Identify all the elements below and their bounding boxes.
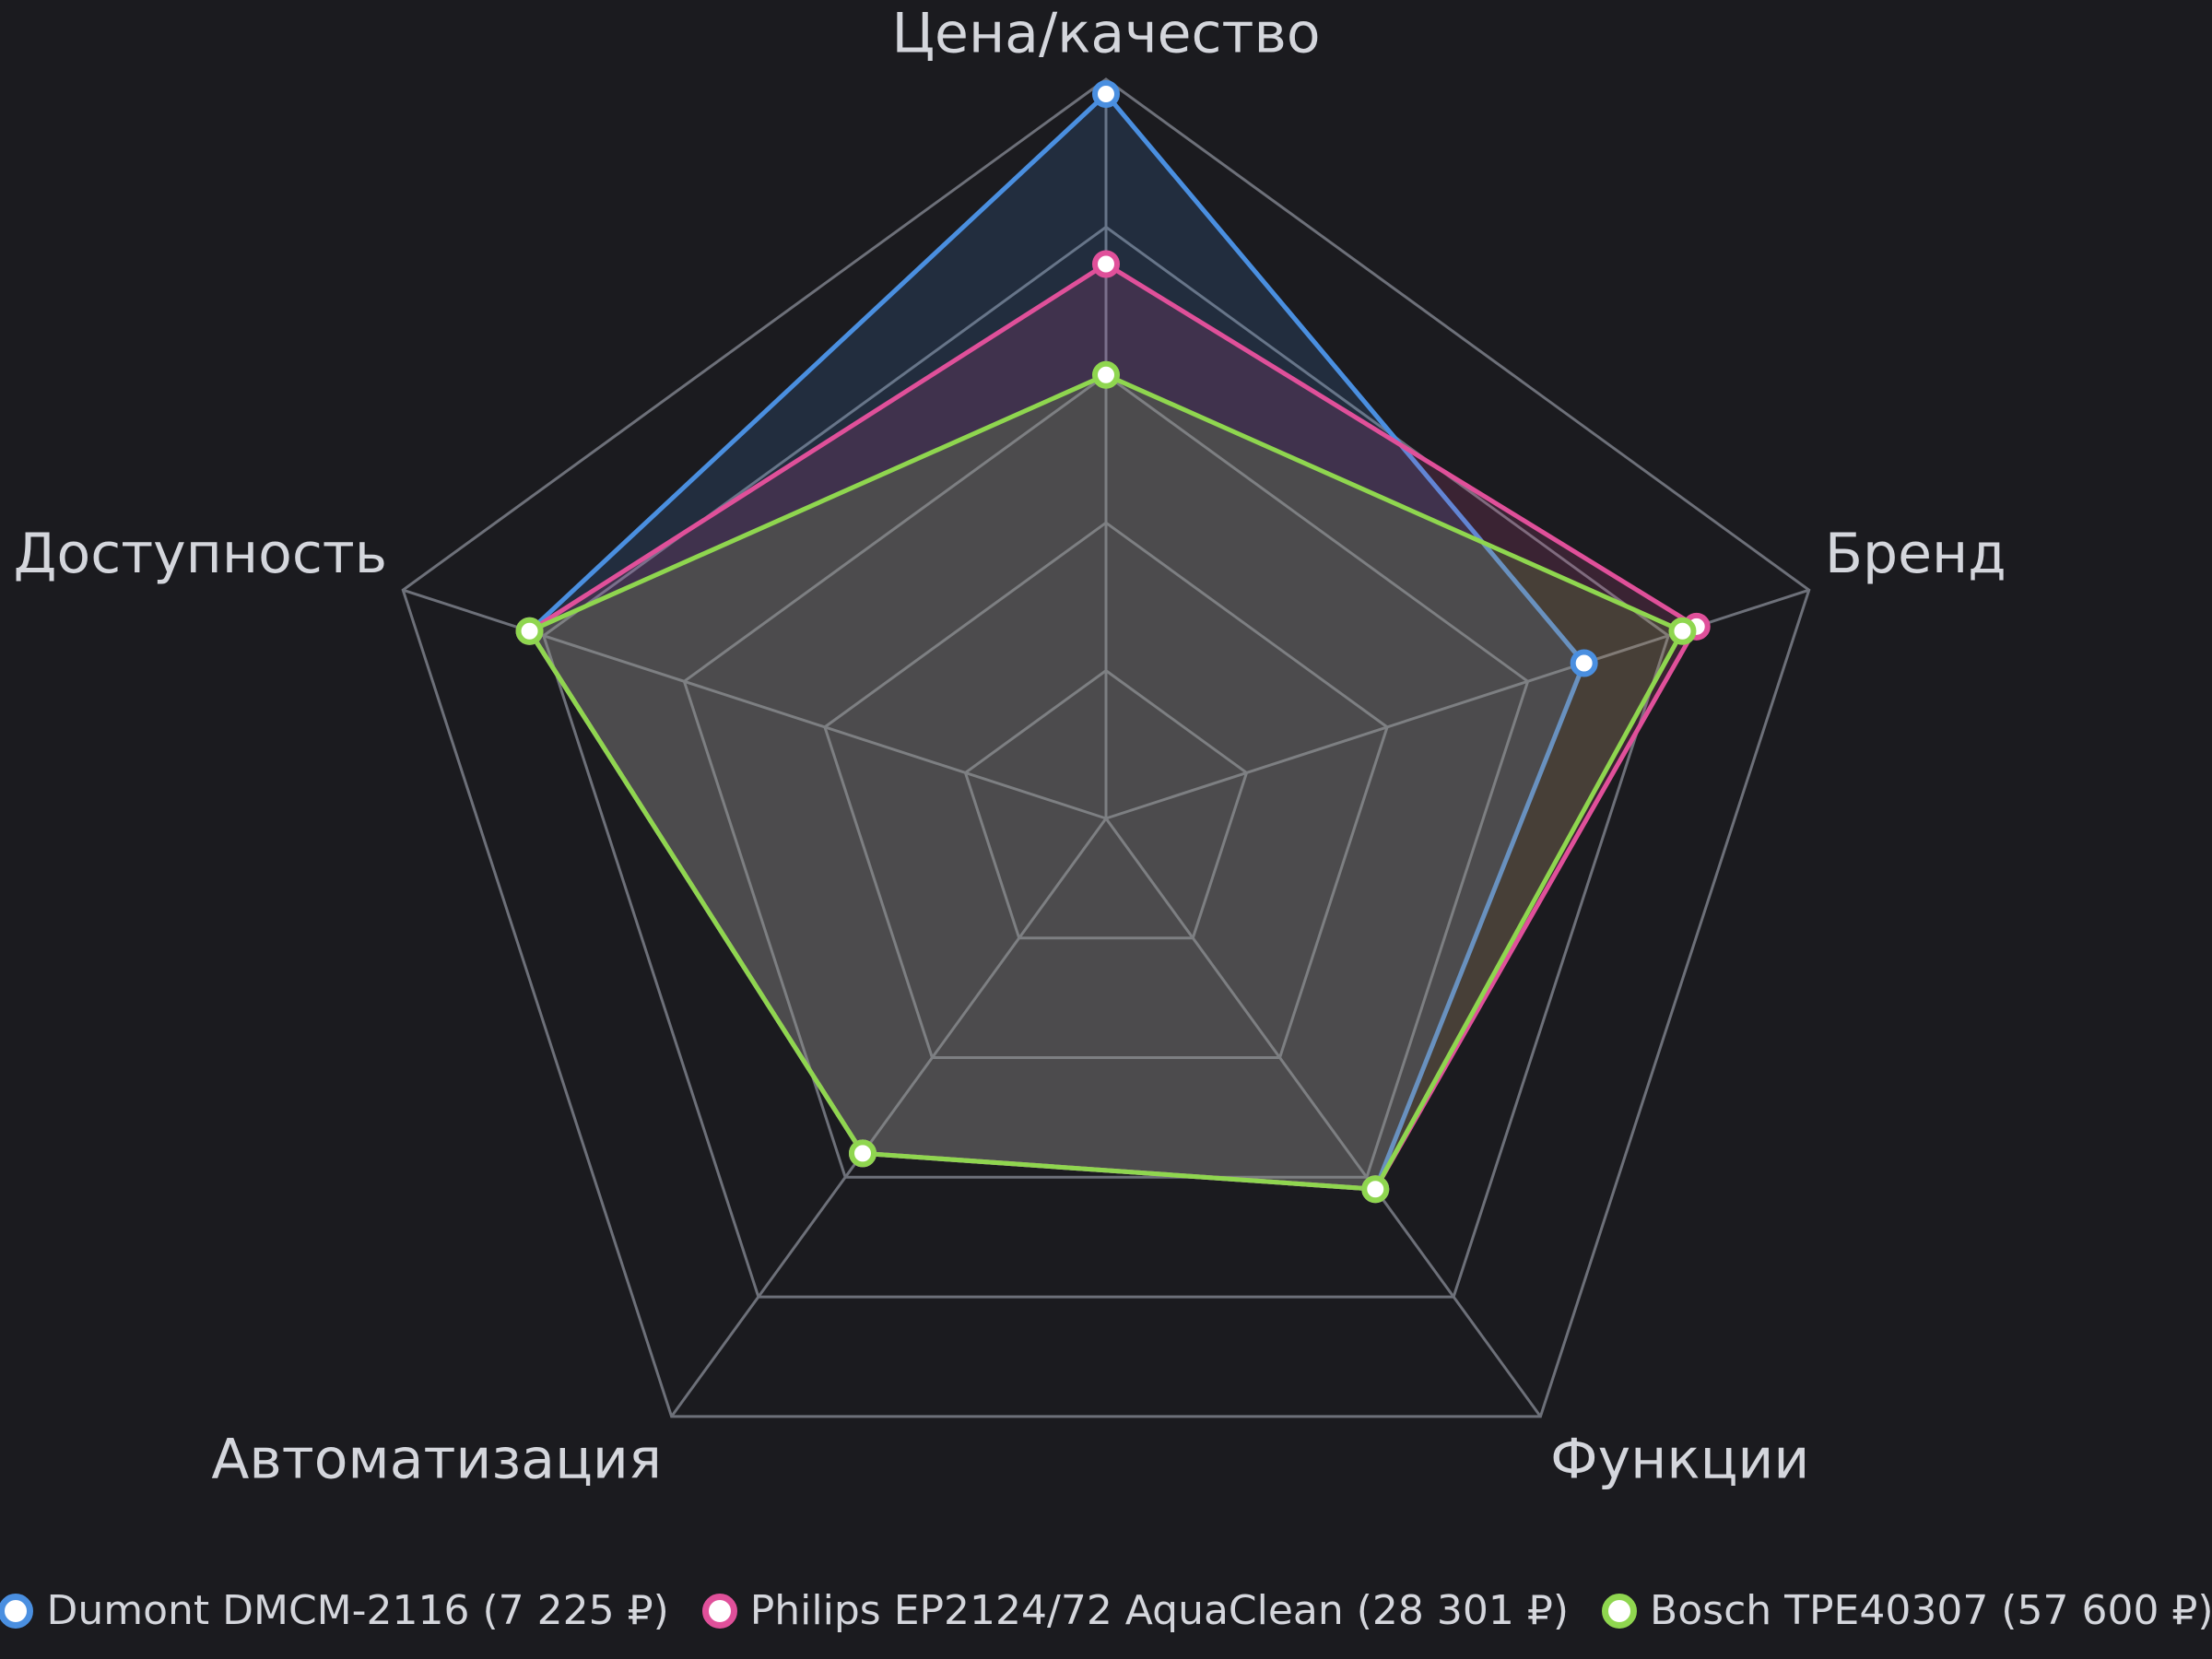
grid-ring [542, 225, 1670, 1299]
data-point [1668, 617, 1697, 645]
axis-label: Функции [1550, 1427, 1809, 1491]
legend-label: Philips EP2124/72 AquaClean (28 301 ₽) [749, 1587, 1570, 1634]
data-point [849, 1139, 877, 1168]
grid-ring [963, 668, 1249, 940]
data-point [1092, 360, 1120, 389]
axis-spoke [1104, 818, 1542, 1418]
grid-ring [682, 372, 1530, 1179]
legend-item: Dumont DMCM-2116 (7 225 ₽) [0, 1587, 669, 1634]
axis-spoke [670, 818, 1108, 1418]
data-point [1092, 250, 1120, 278]
chart: Цена/качество Бренд Функции Автоматизация До… [14, 2, 2006, 1492]
legend-item: Bosch TPE40307 (57 600 ₽) [1602, 1587, 2212, 1634]
axis-label: Цена/качество [891, 2, 1320, 66]
legend-label: Dumont DMCM-2116 (7 225 ₽) [46, 1587, 669, 1634]
legend-label: Bosch TPE40307 (57 600 ₽) [1650, 1587, 2212, 1634]
data-point [1570, 649, 1598, 677]
legend-item: Philips EP2124/72 AquaClean (28 301 ₽) [701, 1587, 1570, 1634]
data-point [1092, 80, 1120, 109]
legend-marker [701, 1593, 737, 1629]
legend: Dumont DMCM-2116 (7 225 ₽) Philips EP2124… [0, 1587, 2212, 1634]
axis-label: Доступность [14, 522, 388, 586]
axis-label: Автоматизация [211, 1427, 662, 1491]
grid-ring [823, 521, 1389, 1060]
series-area [527, 372, 1685, 1192]
data-point [515, 617, 544, 645]
axis-label: Бренд [1825, 522, 2006, 586]
data-point [1361, 1175, 1390, 1204]
legend-marker [0, 1593, 34, 1629]
grid-ring [401, 77, 1811, 1418]
legend-marker [1602, 1593, 1638, 1629]
